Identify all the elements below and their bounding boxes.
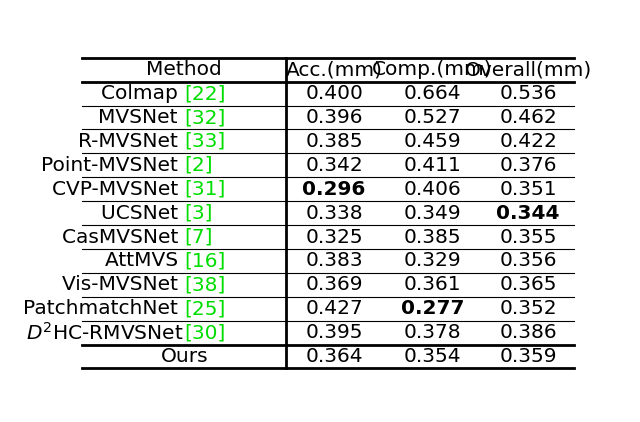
Text: Vis-MVSNet: Vis-MVSNet <box>62 275 184 294</box>
Text: R-MVSNet: R-MVSNet <box>78 132 184 151</box>
Text: 0.406: 0.406 <box>403 180 461 199</box>
Text: 0.359: 0.359 <box>499 347 557 366</box>
Text: 0.385: 0.385 <box>404 227 461 246</box>
Text: UCSNet: UCSNet <box>101 203 184 223</box>
Text: Point-MVSNet: Point-MVSNet <box>41 156 184 175</box>
Text: [7]: [7] <box>184 227 213 246</box>
Text: 0.352: 0.352 <box>499 299 557 318</box>
Text: 0.422: 0.422 <box>499 132 557 151</box>
Text: MVSNet: MVSNet <box>99 108 184 127</box>
Text: Comp.(mm): Comp.(mm) <box>372 60 493 79</box>
Text: 0.325: 0.325 <box>305 227 363 246</box>
Text: CasMVSNet: CasMVSNet <box>61 227 184 246</box>
Text: [33]: [33] <box>184 132 226 151</box>
Text: 0.376: 0.376 <box>499 156 557 175</box>
Text: CVP-MVSNet: CVP-MVSNet <box>52 180 184 199</box>
Text: 0.400: 0.400 <box>305 84 363 103</box>
Text: 0.664: 0.664 <box>404 84 461 103</box>
Text: 0.356: 0.356 <box>499 252 557 271</box>
Text: 0.364: 0.364 <box>305 347 363 366</box>
Text: [3]: [3] <box>184 203 213 223</box>
Text: 0.361: 0.361 <box>404 275 461 294</box>
Text: [2]: [2] <box>184 156 213 175</box>
Text: [25]: [25] <box>184 299 226 318</box>
Text: [16]: [16] <box>184 252 226 271</box>
Text: 0.378: 0.378 <box>404 323 461 342</box>
Text: Ours: Ours <box>161 347 208 366</box>
Text: 0.383: 0.383 <box>305 252 363 271</box>
Text: 0.527: 0.527 <box>404 108 461 127</box>
Text: 0.277: 0.277 <box>401 299 464 318</box>
Text: 0.351: 0.351 <box>499 180 557 199</box>
Text: $\mathit{D}^{\mathsf{2}}$HC-RMVSNet: $\mathit{D}^{\mathsf{2}}$HC-RMVSNet <box>26 322 184 344</box>
Text: [38]: [38] <box>184 275 226 294</box>
Text: 0.355: 0.355 <box>499 227 557 246</box>
Text: [30]: [30] <box>184 323 226 342</box>
Text: PatchmatchNet: PatchmatchNet <box>23 299 184 318</box>
Text: 0.342: 0.342 <box>305 156 363 175</box>
Text: 0.385: 0.385 <box>305 132 363 151</box>
Text: 0.329: 0.329 <box>404 252 461 271</box>
Text: 0.344: 0.344 <box>497 203 560 223</box>
Text: [32]: [32] <box>184 108 226 127</box>
Text: 0.365: 0.365 <box>499 275 557 294</box>
Text: AttMVS: AttMVS <box>105 252 184 271</box>
Text: 0.427: 0.427 <box>305 299 363 318</box>
Text: [22]: [22] <box>184 84 226 103</box>
Text: [31]: [31] <box>184 180 226 199</box>
Text: 0.354: 0.354 <box>404 347 461 366</box>
Text: 0.411: 0.411 <box>403 156 461 175</box>
Text: Colmap: Colmap <box>101 84 184 103</box>
Text: 0.338: 0.338 <box>305 203 363 223</box>
Text: 0.396: 0.396 <box>305 108 363 127</box>
Text: 0.296: 0.296 <box>303 180 366 199</box>
Text: Overall(mm): Overall(mm) <box>465 60 592 79</box>
Text: 0.386: 0.386 <box>499 323 557 342</box>
Text: 0.369: 0.369 <box>305 275 363 294</box>
Text: Acc.(mm): Acc.(mm) <box>285 60 383 79</box>
Text: 0.536: 0.536 <box>499 84 557 103</box>
Text: 0.349: 0.349 <box>404 203 461 223</box>
Text: 0.395: 0.395 <box>305 323 363 342</box>
Text: 0.459: 0.459 <box>404 132 461 151</box>
Text: Method: Method <box>147 60 222 79</box>
Text: 0.462: 0.462 <box>499 108 557 127</box>
